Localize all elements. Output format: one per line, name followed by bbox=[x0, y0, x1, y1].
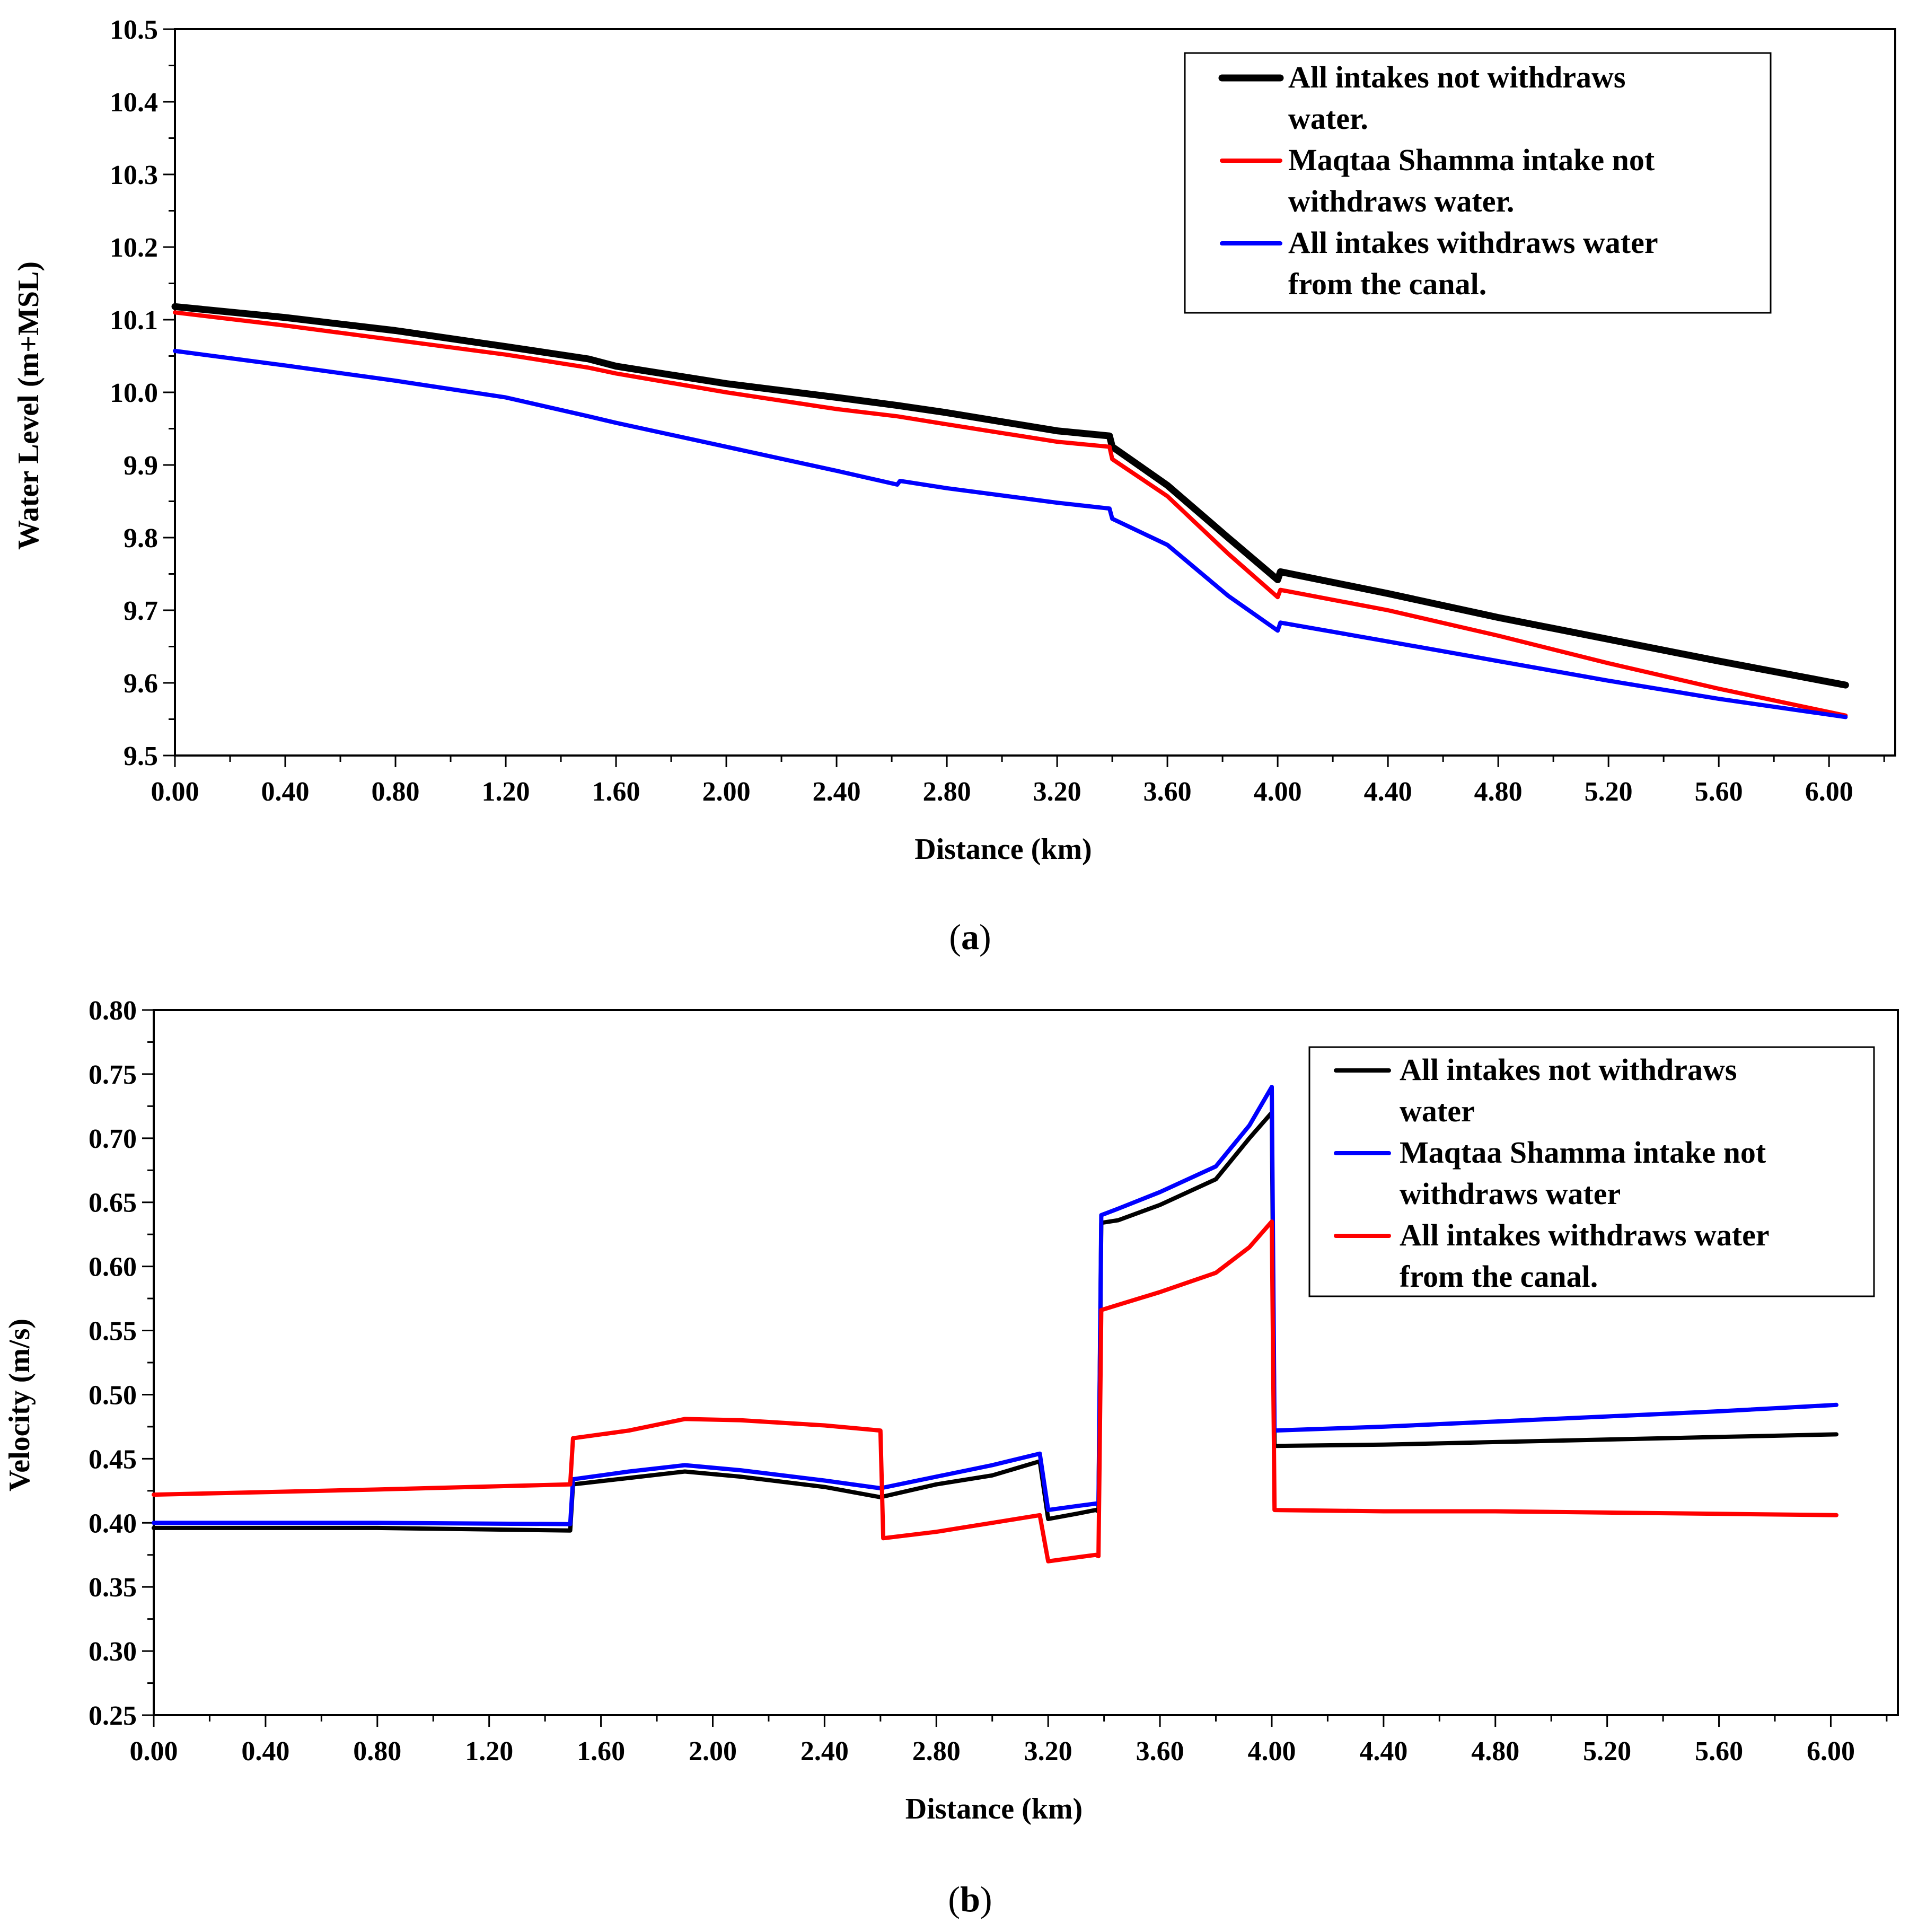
y-axis-title-a: Water Level (m+MSL) bbox=[12, 261, 45, 550]
series-group-a bbox=[171, 303, 1849, 719]
x-tick-label: 4.80 bbox=[1474, 777, 1523, 807]
x-tick-label: 0.80 bbox=[353, 1736, 401, 1767]
x-tick-label: 0.00 bbox=[130, 1736, 178, 1767]
x-tick-label: 0.40 bbox=[261, 777, 310, 807]
x-tick-label: 6.00 bbox=[1805, 777, 1853, 807]
panel-b: 0.00 0.40 0.80 1.20 1.60 2.00 2.40 2.80 3.20 3.60… bbox=[3, 996, 1899, 1919]
x-tick-label: 3.60 bbox=[1136, 1736, 1184, 1767]
legend-b: All intakes not withdraws water Maqtaa Sha… bbox=[1308, 1046, 1875, 1297]
x-tick-label: 0.00 bbox=[151, 777, 199, 807]
y-tick-label: 10.0 bbox=[110, 378, 158, 408]
x-tick-label: 3.60 bbox=[1143, 777, 1192, 807]
y-tick-label: 10.4 bbox=[110, 87, 158, 118]
x-tick-label: 4.40 bbox=[1359, 1736, 1407, 1767]
y-tick-label: 10.1 bbox=[110, 305, 158, 336]
y-tick-label: 0.40 bbox=[89, 1508, 137, 1539]
legend-box bbox=[1308, 1046, 1875, 1297]
y-tick-label: 9.9 bbox=[124, 451, 158, 481]
y-tick-label: 10.2 bbox=[110, 233, 158, 263]
x-tick-label: 5.20 bbox=[1583, 1736, 1631, 1767]
caption-letter: a bbox=[961, 917, 979, 957]
caption-b: (b) bbox=[948, 1879, 992, 1919]
legend-label: withdraws water. bbox=[1288, 184, 1514, 218]
x-tick-label: 5.60 bbox=[1695, 1736, 1743, 1767]
legend-label: All intakes withdraws water bbox=[1400, 1218, 1770, 1252]
legend-label: All intakes withdraws water bbox=[1288, 225, 1658, 260]
x-tick-label: 0.40 bbox=[241, 1736, 289, 1767]
y-tick-label: 0.75 bbox=[89, 1060, 137, 1090]
legend-label: Maqtaa Shamma intake not bbox=[1288, 143, 1655, 177]
series-line-2 bbox=[152, 1085, 1838, 1526]
x-tick-label: 3.20 bbox=[1024, 1736, 1072, 1767]
x-axis-title-b: Distance (km) bbox=[905, 1793, 1083, 1825]
x-tick-label: 1.60 bbox=[577, 1736, 625, 1767]
series-line-1 bbox=[171, 303, 1849, 689]
series-line-1 bbox=[152, 1110, 1838, 1533]
x-tick-label: 2.00 bbox=[689, 1736, 737, 1767]
panel-a: 0.00 0.40 0.80 1.20 1.60 2.00 2.40 2.80 3.20 3.60… bbox=[12, 15, 1896, 957]
y-tick-label: 9.7 bbox=[124, 596, 158, 626]
legend-box bbox=[1184, 52, 1772, 314]
legend-a: All intakes not withdraws water. Maqtaa Sh… bbox=[1184, 52, 1772, 314]
legend-label: All intakes not withdraws bbox=[1400, 1052, 1737, 1087]
x-axis-title-a: Distance (km) bbox=[914, 833, 1092, 866]
legend-label: Maqtaa Shamma intake not bbox=[1400, 1135, 1766, 1170]
legend-label: withdraws water bbox=[1400, 1176, 1621, 1211]
x-tick-label: 0.80 bbox=[372, 777, 420, 807]
y-tick-label: 0.30 bbox=[89, 1637, 137, 1667]
x-tick-label: 2.80 bbox=[912, 1736, 961, 1767]
x-tick-label: 2.00 bbox=[702, 777, 751, 807]
y-tick-label: 0.45 bbox=[89, 1444, 137, 1474]
x-tick-label: 4.40 bbox=[1364, 777, 1412, 807]
caption-letter: b bbox=[960, 1879, 980, 1919]
x-tick-label: 3.20 bbox=[1033, 777, 1081, 807]
x-tick-label: 5.60 bbox=[1695, 777, 1743, 807]
x-tick-label: 1.20 bbox=[465, 1736, 513, 1767]
y-tick-label: 0.80 bbox=[89, 996, 137, 1026]
y-tick-label: 9.5 bbox=[124, 741, 158, 771]
x-tick-label: 1.60 bbox=[592, 777, 640, 807]
series-line-2 bbox=[173, 310, 1848, 718]
axis-ticks-b: 0.00 0.40 0.80 1.20 1.60 2.00 2.40 2.80 3.20 3.60… bbox=[89, 996, 1888, 1767]
series-group-b bbox=[152, 1085, 1838, 1564]
x-tick-label: 4.00 bbox=[1254, 777, 1302, 807]
y-tick-label: 10.3 bbox=[110, 160, 158, 190]
x-tick-label: 2.40 bbox=[800, 1736, 849, 1767]
series-line-3 bbox=[173, 348, 1848, 719]
y-tick-label: 0.65 bbox=[89, 1188, 137, 1218]
legend-label: All intakes not withdraws bbox=[1288, 60, 1625, 94]
legend-label: water. bbox=[1288, 101, 1368, 136]
legend-label: from the canal. bbox=[1400, 1259, 1598, 1294]
x-tick-label: 4.80 bbox=[1471, 1736, 1519, 1767]
caption-a: (a) bbox=[949, 917, 991, 957]
y-tick-label: 0.70 bbox=[89, 1124, 137, 1154]
x-tick-label: 5.20 bbox=[1585, 777, 1633, 807]
y-tick-label: 9.8 bbox=[124, 523, 158, 554]
legend-label: water bbox=[1400, 1094, 1475, 1128]
y-tick-label: 0.25 bbox=[89, 1701, 137, 1731]
y-tick-label: 0.60 bbox=[89, 1252, 137, 1283]
y-tick-label: 0.50 bbox=[89, 1380, 137, 1410]
y-tick-label: 9.6 bbox=[124, 669, 158, 699]
x-tick-label: 6.00 bbox=[1807, 1736, 1855, 1767]
x-tick-label: 1.20 bbox=[482, 777, 530, 807]
y-tick-label: 10.5 bbox=[110, 15, 158, 45]
y-axis-title-b: Velocity (m/s) bbox=[3, 1319, 36, 1491]
x-tick-label: 2.40 bbox=[813, 777, 861, 807]
x-tick-label: 2.80 bbox=[923, 777, 971, 807]
legend-label: from the canal. bbox=[1288, 267, 1486, 301]
y-tick-label: 0.35 bbox=[89, 1573, 137, 1603]
y-tick-label: 0.55 bbox=[89, 1316, 137, 1347]
x-tick-label: 4.00 bbox=[1247, 1736, 1296, 1767]
axis-ticks-a: 0.00 0.40 0.80 1.20 1.60 2.00 2.40 2.80 3.20 3.60… bbox=[110, 15, 1885, 807]
series-line-3 bbox=[152, 1219, 1838, 1564]
